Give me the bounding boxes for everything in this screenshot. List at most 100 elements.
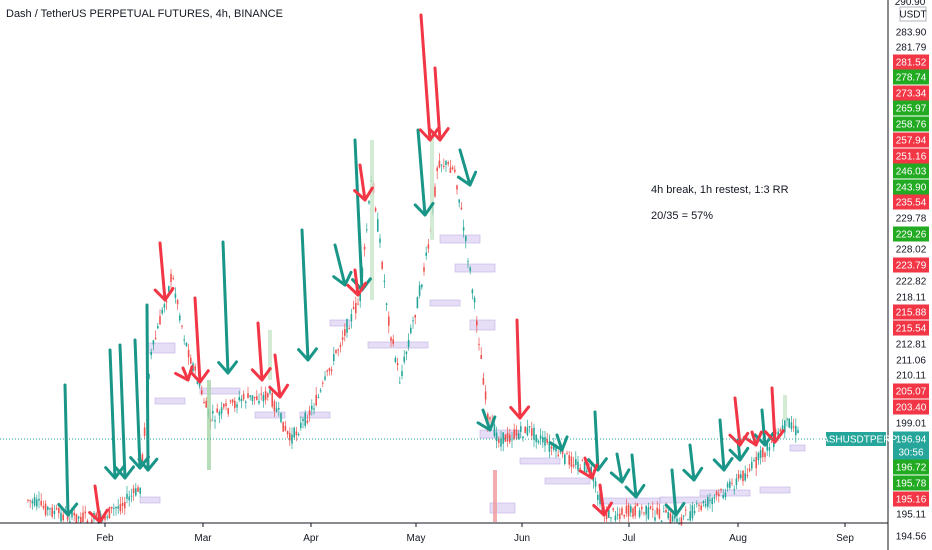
candle-body xyxy=(297,434,300,436)
candle-body xyxy=(117,506,119,509)
candle-body xyxy=(132,488,135,493)
candle-body xyxy=(227,408,229,415)
candle-body xyxy=(47,506,49,510)
candle-body xyxy=(168,286,170,292)
retest-zone xyxy=(299,411,331,419)
candle-body xyxy=(69,521,71,523)
trade-arrow-head xyxy=(548,435,569,452)
candle-body xyxy=(403,356,405,363)
candle-body xyxy=(643,512,645,514)
candle-body xyxy=(729,481,731,488)
retest-zone xyxy=(759,486,791,494)
trade-arrow-head xyxy=(609,468,631,484)
candle-body xyxy=(258,401,260,404)
candle-body xyxy=(634,505,636,516)
last-price-symbol: DASHUSDTPERP xyxy=(815,435,898,446)
candle-body xyxy=(753,460,755,462)
candle-body xyxy=(649,506,652,509)
candle-body xyxy=(671,515,674,522)
chart-title: Dash / TetherUS PERPETUAL FUTURES, 4h, B… xyxy=(6,8,283,20)
candle-body xyxy=(187,349,190,358)
retest-zone xyxy=(429,299,461,307)
candle-body xyxy=(506,432,509,442)
candle-body xyxy=(509,434,511,443)
price-label: 265.97 xyxy=(896,104,927,115)
trade-arrow-head xyxy=(664,501,686,517)
candle-body xyxy=(454,169,456,173)
candle-body xyxy=(658,508,661,519)
trade-arrow-head xyxy=(346,281,368,297)
candle-body xyxy=(337,349,339,351)
candle-body xyxy=(104,515,106,520)
trade-arrow-shaft xyxy=(416,128,427,217)
candle-body xyxy=(251,395,254,402)
trade-arrow-head xyxy=(682,466,704,482)
candle-body xyxy=(157,325,159,329)
candle-body xyxy=(304,412,306,426)
currency-badge[interactable] xyxy=(899,6,927,22)
candle-body xyxy=(220,407,223,414)
candle-body xyxy=(121,503,124,506)
trade-arrow-shaft xyxy=(593,410,600,472)
price-label: 195.78 xyxy=(896,479,927,490)
candle-body xyxy=(759,450,762,458)
time-label: May xyxy=(407,533,426,544)
price-label: 243.90 xyxy=(896,183,927,194)
candle-body xyxy=(339,344,342,348)
candle-body xyxy=(531,428,533,436)
candle-body xyxy=(306,420,309,423)
candle-body xyxy=(295,431,298,436)
price-label-bg xyxy=(893,210,929,226)
candle-body xyxy=(341,337,344,340)
trade-arrow-shaft xyxy=(515,318,522,420)
candle-body xyxy=(293,427,295,438)
candle-body xyxy=(577,461,579,471)
candle-body xyxy=(42,506,45,508)
candle-body xyxy=(564,454,566,465)
candle-body xyxy=(438,160,441,168)
trade-arrow-head xyxy=(509,405,531,420)
candle-body xyxy=(49,508,51,510)
trade-arrow-shaft xyxy=(93,484,102,524)
price-label: 215.88 xyxy=(896,308,927,319)
candle-body xyxy=(583,462,586,473)
candle-body xyxy=(586,470,588,473)
price-label-bg xyxy=(893,194,929,210)
candle-body xyxy=(405,351,408,355)
candle-body xyxy=(652,508,654,511)
candle-body xyxy=(154,337,157,340)
candle-body xyxy=(260,393,262,395)
candle-body xyxy=(641,506,643,510)
price-label: 283.90 xyxy=(896,28,927,39)
candle-body xyxy=(550,446,553,449)
candle-body xyxy=(473,297,476,303)
trade-arrow-head xyxy=(353,186,374,202)
candle-body xyxy=(742,470,744,482)
time-label: Feb xyxy=(96,533,114,544)
trade-arrow-head xyxy=(418,127,440,142)
trade-arrow-shaft xyxy=(108,348,117,480)
candle-body xyxy=(194,366,196,371)
price-label: 196.72 xyxy=(896,463,927,474)
trade-arrow-shaft xyxy=(670,468,678,517)
trade-arrow-head xyxy=(88,508,109,524)
candle-body xyxy=(216,408,218,413)
time-axis[interactable]: Feb Mar Apr May Jun Jul Aug Sep xyxy=(96,523,854,544)
candle-body xyxy=(484,391,487,400)
candle-body xyxy=(638,510,641,517)
price-axis[interactable]: 290.90 USDT 283.90 281.79 281.52 278.74 273.34… xyxy=(893,0,929,544)
candle-body xyxy=(493,424,496,437)
candle-body xyxy=(71,509,73,518)
candle-body xyxy=(236,404,238,408)
candle-body xyxy=(539,435,542,440)
price-label: 199.01 xyxy=(896,419,927,430)
trade-arrow-shaft xyxy=(760,408,767,447)
retest-zone xyxy=(489,502,516,514)
candle-body xyxy=(148,373,150,379)
trade-arrow-shaft xyxy=(598,483,606,517)
candle-body xyxy=(423,267,425,272)
price-label: 222.82 xyxy=(896,277,927,288)
candle-body xyxy=(797,430,799,433)
candle-body xyxy=(676,518,678,523)
